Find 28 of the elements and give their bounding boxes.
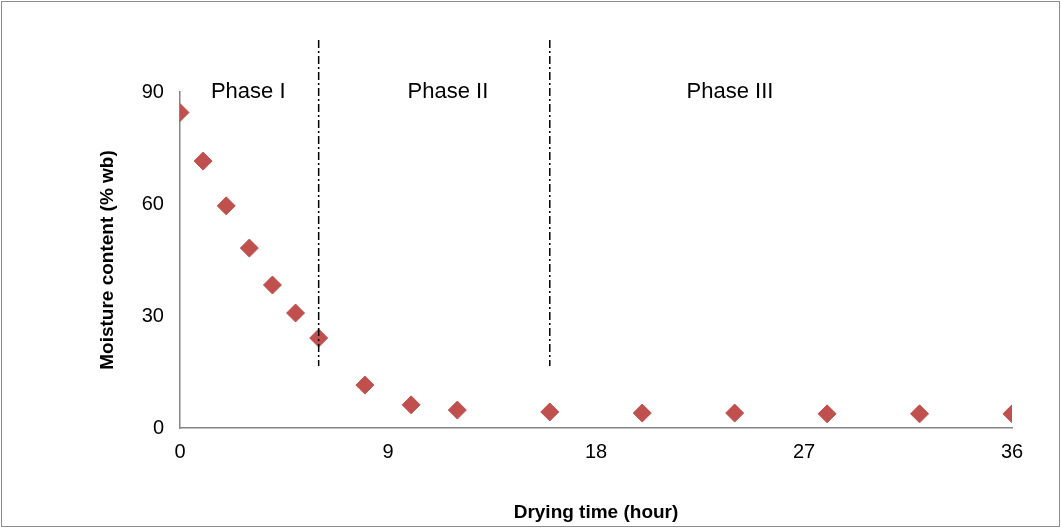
point [447,400,467,420]
point [401,395,421,415]
y-tick-label: 60 [141,191,164,214]
x-axis-title: Drying time (hour) [513,500,679,522]
y-tick-label: 0 [152,415,164,438]
point [216,196,236,216]
point [632,403,652,423]
annotation: Phase II [407,78,489,104]
annotation: Phase I [210,78,286,104]
point [262,275,282,295]
annotation: Phase III [686,78,774,104]
x-tick-label: 9 [382,439,394,462]
y-tick-label: 90 [141,79,164,102]
point [355,375,375,395]
y-axis-title: Moisture content (% wb) [95,150,117,370]
x-tick-label: 18 [584,439,608,462]
point [193,151,213,171]
point [725,403,745,423]
x-tick-label: 27 [792,439,816,462]
x-tick-label: 0 [174,439,186,462]
x-tick-label: 36 [1000,439,1024,462]
y-tick-label: 30 [141,303,164,326]
point [286,303,306,323]
point [239,238,259,258]
point [309,328,329,348]
point [910,404,930,424]
point [540,402,560,422]
point [817,404,837,424]
